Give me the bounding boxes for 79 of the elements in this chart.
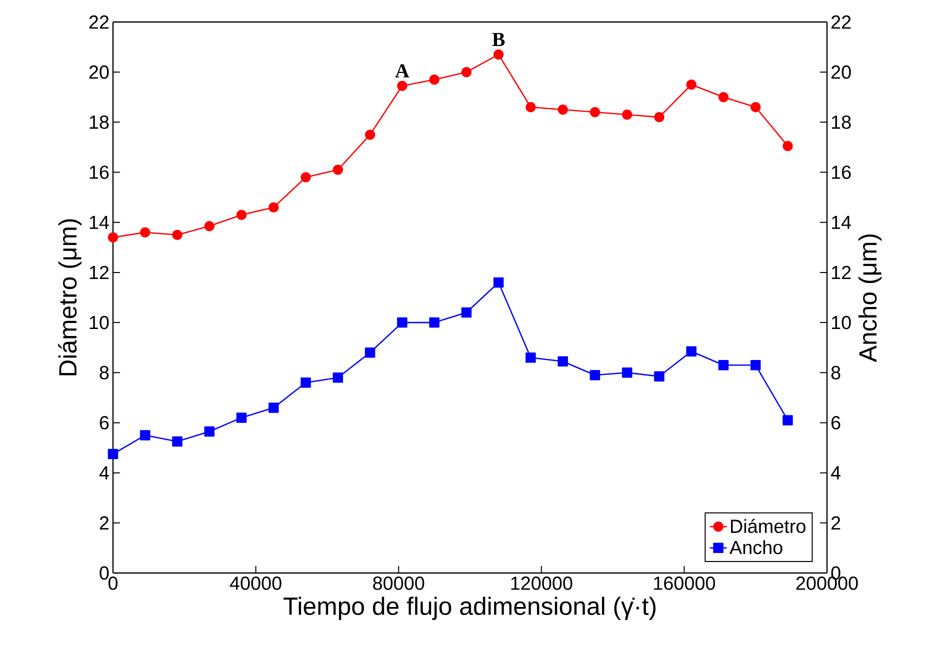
point <box>300 378 311 388</box>
y-tick-label: 8 <box>100 366 109 380</box>
point <box>654 371 664 382</box>
y-tick-label: 22 <box>89 15 109 29</box>
x-tick-label: 120000 <box>511 576 572 590</box>
point <box>429 317 440 328</box>
y-tick-label: 12 <box>90 266 109 280</box>
point <box>397 317 408 328</box>
point <box>718 360 729 370</box>
y2-tick-label: 14 <box>832 216 852 229</box>
point <box>622 110 632 120</box>
annotation: B <box>492 32 505 46</box>
legend-label: Diámetro <box>731 518 806 534</box>
y-tick-label: 20 <box>89 65 109 79</box>
y2-tick-label: 12 <box>832 266 851 280</box>
y2-tick-label: 4 <box>830 466 840 480</box>
y-axis-title: Diámetro (μm) <box>58 219 82 376</box>
point <box>590 370 600 380</box>
point <box>654 112 664 122</box>
y-tick-label: 6 <box>100 416 109 430</box>
point <box>558 356 568 366</box>
point <box>204 220 215 232</box>
x-axis-title: Tiempo de flujo adimensional (γ̇·t) <box>283 596 656 620</box>
legend-label: Ancho <box>729 540 782 554</box>
y-tick-label: 10 <box>90 316 109 330</box>
point <box>750 360 761 370</box>
point <box>782 140 793 152</box>
point <box>782 415 793 426</box>
point <box>493 49 504 60</box>
y2-tick-label: 22 <box>831 15 851 29</box>
point <box>364 347 376 358</box>
point <box>268 202 279 212</box>
y-tick-label: 14 <box>90 216 109 229</box>
point <box>461 66 472 78</box>
y2-tick-label: 16 <box>832 166 851 179</box>
point <box>140 227 150 238</box>
point <box>686 79 696 90</box>
point <box>429 74 440 85</box>
y-tick-label: 16 <box>90 166 109 179</box>
y2-tick-label: 2 <box>831 516 840 530</box>
point <box>750 102 761 112</box>
x-tick-label: 80000 <box>373 576 424 590</box>
point <box>332 164 344 175</box>
point <box>364 130 376 140</box>
point <box>332 372 344 383</box>
y2-tick-label: 20 <box>831 65 851 79</box>
point <box>140 430 150 440</box>
point <box>204 426 215 437</box>
point <box>526 352 536 363</box>
y-tick-label: 4 <box>99 466 109 480</box>
point <box>236 210 247 220</box>
point <box>397 80 408 91</box>
x-tick-label: 0 <box>108 576 118 590</box>
point <box>526 102 536 112</box>
y2-tick-label: 8 <box>831 366 840 380</box>
point <box>236 412 247 423</box>
y-tick-label: 0 <box>100 566 109 580</box>
point <box>590 107 600 118</box>
y2-tick-label: 6 <box>831 416 840 430</box>
y-tick-label: 18 <box>90 115 109 129</box>
y2-tick-label: 10 <box>832 316 851 330</box>
point <box>172 230 182 240</box>
point <box>108 448 118 460</box>
point <box>108 232 118 243</box>
y2-axis-title: Ancho (μm) <box>858 234 882 362</box>
point <box>718 92 729 102</box>
point <box>493 277 504 288</box>
point <box>268 402 279 413</box>
point <box>461 307 472 318</box>
x-tick-label: 160000 <box>654 576 716 590</box>
x-tick-label: 40000 <box>230 576 282 590</box>
y2-tick-label: 18 <box>832 115 851 129</box>
point <box>558 104 568 115</box>
point <box>172 436 182 447</box>
point <box>300 172 311 182</box>
y-tick-label: 2 <box>100 516 109 530</box>
point <box>686 346 696 356</box>
point <box>622 368 632 378</box>
annotation: A <box>395 64 410 78</box>
